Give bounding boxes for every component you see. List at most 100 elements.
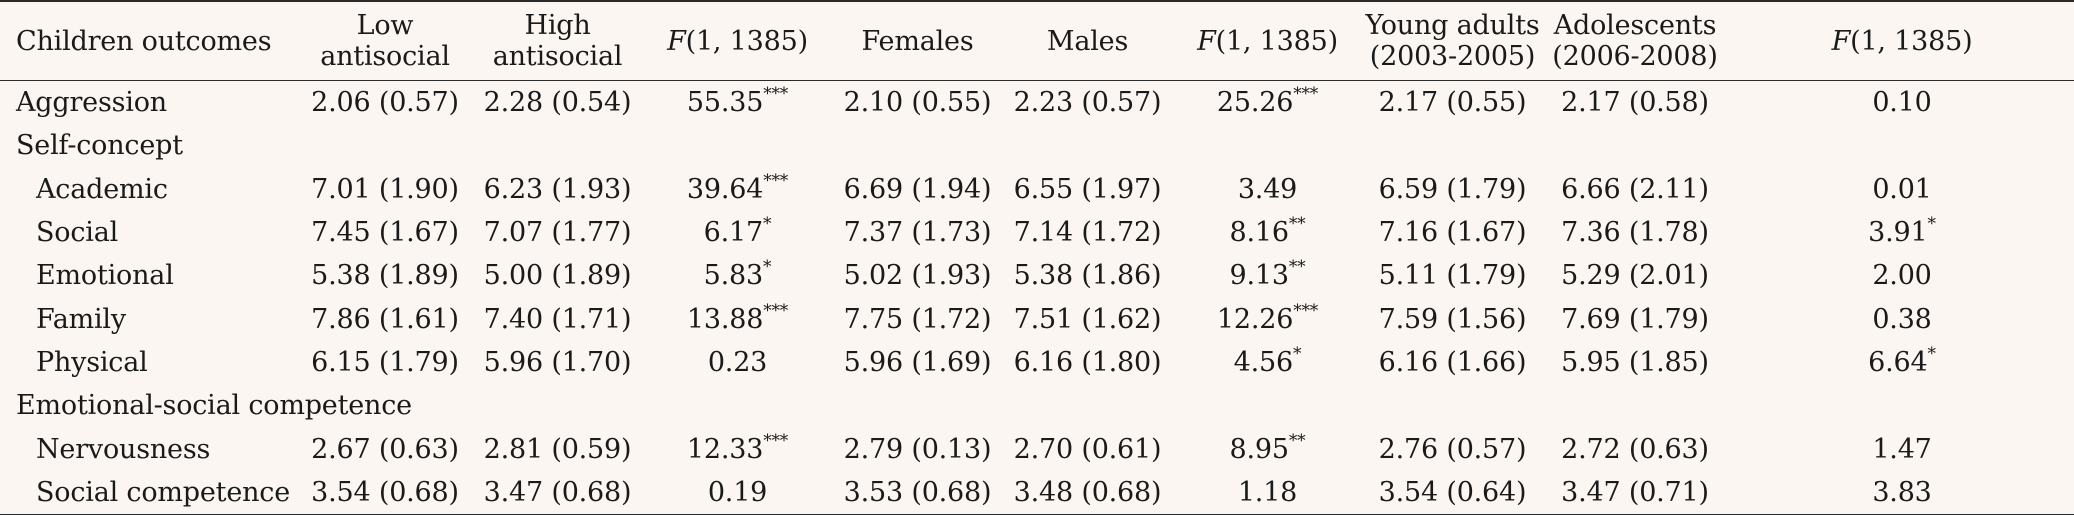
cell-value: 7.37 (1.73) [843, 217, 992, 249]
cell-value: 5.96 (1.69) [843, 346, 992, 378]
cell-f3: 3.91* [1730, 211, 2074, 254]
cell-value: 7.51 (1.62) [1013, 303, 1162, 335]
cell-f2: 8.95** [1170, 427, 1365, 470]
table-header: Children outcomes Low antisocial High an… [0, 1, 2074, 81]
cell-value: 2.10 (0.55) [843, 87, 992, 119]
header-f-age: F(1, 1385) [1730, 1, 2074, 81]
cell-value: 2.70 (0.61) [1013, 433, 1162, 465]
cell-adol: 7.69 (1.79) [1540, 297, 1730, 340]
cell-value: 2.23 (0.57) [1013, 87, 1162, 119]
significance-marker: ** [1288, 430, 1306, 451]
header-females: Females [830, 1, 1005, 81]
cell-value: 3.47 (0.68) [483, 476, 632, 508]
cell-value: 0.19 [707, 476, 768, 508]
cell-male: 6.16 (1.80) [1005, 341, 1170, 384]
significance-marker: *** [1293, 300, 1319, 321]
table-row: Emotional 5.38 (1.89) 5.00 (1.89) 5.83* 5.02… [0, 254, 2074, 297]
cell-young: 7.59 (1.56) [1365, 297, 1540, 340]
cell-value: 7.16 (1.67) [1378, 217, 1527, 249]
cell-adol: 7.36 (1.78) [1540, 211, 1730, 254]
cell-young: 7.16 (1.67) [1365, 211, 1540, 254]
cell-f1: 5.83* [645, 254, 830, 297]
cell-f2: 8.16** [1170, 211, 1365, 254]
cell-young [1365, 384, 1540, 427]
cell-low: 5.38 (1.89) [300, 254, 470, 297]
cell-value: 55.35 [686, 87, 764, 119]
row-label: Family [36, 303, 126, 335]
cell-high: 3.47 (0.68) [470, 470, 645, 515]
table-row: Social competence 3.54 (0.68) 3.47 (0.68) 0… [0, 470, 2074, 515]
table-row: Social 7.45 (1.67) 7.07 (1.77) 6.17* 7.37 (1… [0, 211, 2074, 254]
cell-adol: 3.47 (0.71) [1540, 470, 1730, 515]
cell-f1 [645, 384, 830, 427]
header-young-adults-line1: Young adults [1365, 10, 1540, 41]
cell-f3: 0.38 [1730, 297, 2074, 340]
cell-young: 5.11 (1.79) [1365, 254, 1540, 297]
cell-value: 12.33 [686, 433, 764, 465]
cell-value: 3.47 (0.71) [1561, 476, 1709, 508]
cell-fem: 2.10 (0.55) [830, 81, 1005, 125]
header-f-sex-df: (1, 1385) [1215, 25, 1339, 57]
cell-male: 6.55 (1.97) [1005, 168, 1170, 211]
cell-value: 6.64 [1868, 346, 1928, 378]
cell-f3: 0.10 [1730, 81, 2074, 125]
significance-marker: *** [763, 84, 789, 105]
cell-adol: 6.66 (2.11) [1540, 168, 1730, 211]
cell-male: 2.70 (0.61) [1005, 427, 1170, 470]
significance-marker: ** [1288, 257, 1306, 278]
significance-marker: * [1927, 214, 1937, 235]
cell-value: 3.54 (0.64) [1378, 476, 1527, 508]
cell-value: 7.36 (1.78) [1561, 217, 1709, 249]
cell-value: 4.56 [1233, 346, 1294, 378]
significance-marker: * [1293, 343, 1302, 364]
cell-f2: 12.26*** [1170, 297, 1365, 340]
cell-low: 7.01 (1.90) [300, 168, 470, 211]
cell-low: 3.54 (0.68) [300, 470, 470, 515]
significance-marker: *** [1293, 84, 1319, 105]
cell-low [300, 124, 470, 167]
cell-value: 3.48 (0.68) [1013, 476, 1162, 508]
cell-value: 2.81 (0.59) [483, 433, 632, 465]
cell-adol: 2.17 (0.58) [1540, 81, 1730, 125]
cell-male [1005, 124, 1170, 167]
cell-value: 3.53 (0.68) [843, 476, 992, 508]
table-row: Aggression 2.06 (0.57) 2.28 (0.54) 55.35***… [0, 81, 2074, 125]
cell-fem: 3.53 (0.68) [830, 470, 1005, 515]
cell-value: 3.91 [1868, 217, 1928, 249]
cell-high: 2.28 (0.54) [470, 81, 645, 125]
header-f-sex-symbol: F [1197, 25, 1216, 57]
significance-marker: * [763, 214, 772, 235]
cell-value: 2.76 (0.57) [1378, 433, 1527, 465]
cell-value: 2.17 (0.55) [1378, 87, 1527, 119]
cell-adol: 5.95 (1.85) [1540, 341, 1730, 384]
header-adolescents-line1: Adolescents [1553, 10, 1717, 41]
significance-marker: *** [763, 170, 789, 191]
header-young-adults: Young adults (2003-2005) [1365, 1, 1540, 81]
header-adolescents-line2: (2006-2008) [1552, 41, 1718, 72]
cell-fem [830, 384, 1005, 427]
header-low-antisocial-line2: antisocial [320, 41, 450, 72]
header-high-antisocial-line2: antisocial [492, 41, 623, 72]
row-label: Aggression [16, 87, 167, 119]
significance-marker: ** [1288, 214, 1306, 235]
cell-adol: 5.29 (2.01) [1540, 254, 1730, 297]
header-f-age-symbol: F [1831, 25, 1851, 57]
cell-high [470, 384, 645, 427]
cell-f1: 12.33*** [645, 427, 830, 470]
cell-f2: 4.56* [1170, 341, 1365, 384]
cell-adol [1540, 384, 1730, 427]
table-row: Physical 6.15 (1.79) 5.96 (1.70) 0.23 5.96 (… [0, 341, 2074, 384]
cell-value: 1.18 [1237, 476, 1298, 508]
cell-value: 7.01 (1.90) [311, 173, 459, 205]
cell-value: 13.88 [686, 303, 764, 335]
cell-value: 7.69 (1.79) [1561, 303, 1709, 335]
cell-value: 7.86 (1.61) [311, 303, 459, 335]
header-males: Males [1005, 1, 1170, 81]
cell-high: 5.96 (1.70) [470, 341, 645, 384]
cell-value: 6.23 (1.93) [483, 173, 632, 205]
cell-young: 2.17 (0.55) [1365, 81, 1540, 125]
header-young-adults-line2: (2003-2005) [1369, 41, 1536, 72]
cell-value: 2.00 [1872, 260, 1932, 292]
